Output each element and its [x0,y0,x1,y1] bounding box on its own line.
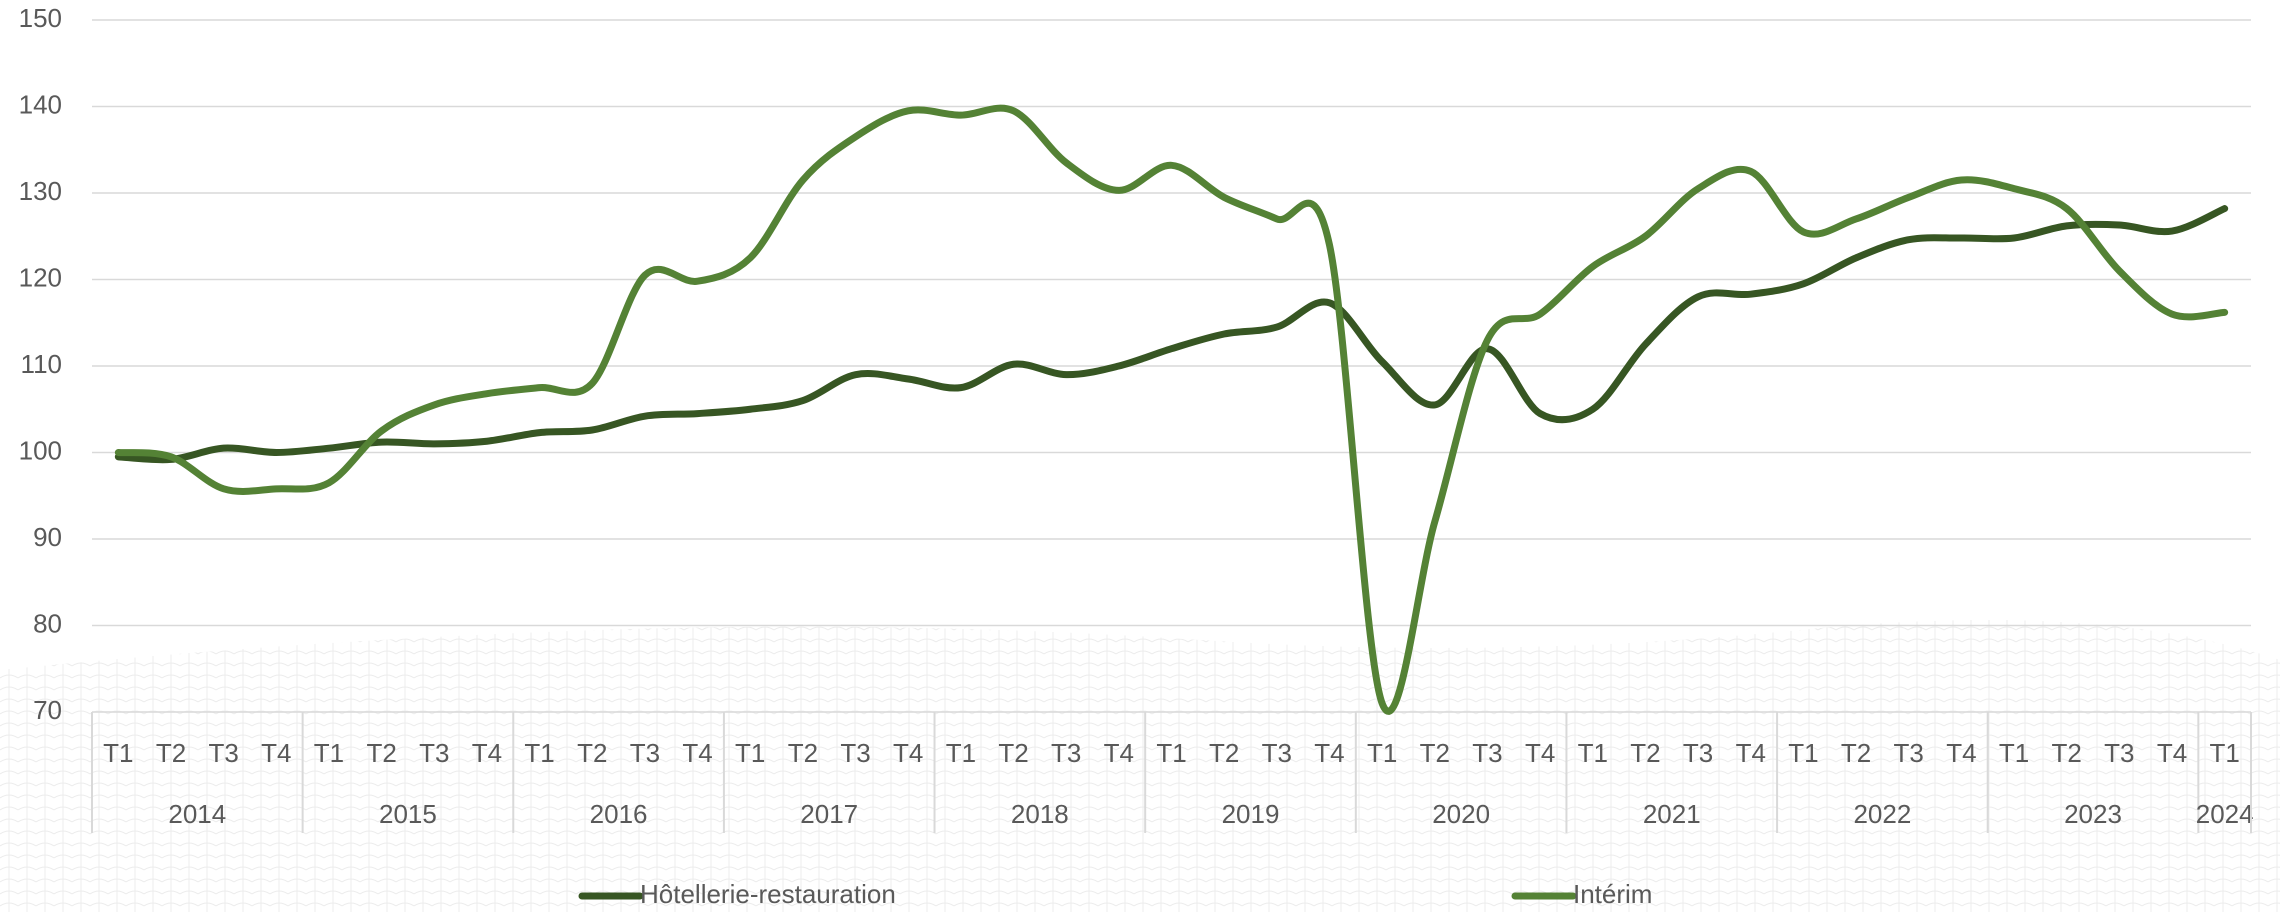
y-tick-label: 140 [19,89,62,119]
x-tick-label: T4 [472,738,502,768]
x-tick-label: T3 [208,738,238,768]
x-tick-label: T4 [261,738,291,768]
x-tick-label: T3 [1683,738,1713,768]
y-tick-label: 130 [19,176,62,206]
x-tick-label: T1 [524,738,554,768]
x-tick-label: T3 [1894,738,1924,768]
series-line [114,205,2229,464]
x-group-label: 2017 [800,799,858,829]
x-tick-label: T2 [1420,738,1450,768]
x-tick-label: T4 [1314,738,1344,768]
x-tick-label: T4 [682,738,712,768]
x-tick-label: T1 [1999,738,2029,768]
y-tick-label: 90 [33,522,62,552]
x-tick-label: T3 [1472,738,1502,768]
x-tick-label: T2 [1209,738,1239,768]
x-tick-label: T3 [1051,738,1081,768]
x-group-label: 2024 [2196,799,2254,829]
x-tick-label: T3 [1262,738,1292,768]
x-group-label: 2014 [168,799,226,829]
x-group-label: 2021 [1643,799,1701,829]
x-group-label: 2019 [1222,799,1280,829]
series-line [114,104,2229,715]
x-tick-label: T3 [419,738,449,768]
y-tick-label: 150 [19,3,62,33]
x-tick-label: T2 [577,738,607,768]
legend-label: Intérim [1573,879,1652,909]
x-tick-label: T2 [156,738,186,768]
x-tick-label: T4 [1525,738,1555,768]
x-tick-label: T1 [946,738,976,768]
x-tick-label: T1 [1578,738,1608,768]
x-tick-label: T4 [893,738,923,768]
x-group-label: 2018 [1011,799,1069,829]
x-group-label: 2016 [590,799,648,829]
x-tick-label: T1 [1156,738,1186,768]
x-tick-label: T4 [2157,738,2187,768]
x-group-label: 2023 [2064,799,2122,829]
x-tick-label: T3 [2104,738,2134,768]
x-group-label: 2015 [379,799,437,829]
x-tick-label: T4 [1104,738,1134,768]
x-tick-label: T2 [2052,738,2082,768]
x-tick-label: T2 [1630,738,1660,768]
x-tick-label: T2 [788,738,818,768]
x-tick-label: T2 [998,738,1028,768]
x-group-label: 2020 [1432,799,1490,829]
y-tick-label: 80 [33,608,62,638]
y-tick-label: 110 [21,349,62,379]
y-tick-label: 70 [33,695,62,725]
background-mesh [0,620,2280,912]
x-tick-label: T3 [630,738,660,768]
x-tick-label: T4 [1946,738,1976,768]
x-tick-label: T1 [1367,738,1397,768]
x-tick-label: T4 [1736,738,1766,768]
x-tick-label: T2 [1841,738,1871,768]
y-tick-label: 120 [19,262,62,292]
x-tick-label: T1 [1788,738,1818,768]
x-tick-label: T3 [840,738,870,768]
x-tick-label: T2 [366,738,396,768]
x-tick-label: T1 [314,738,344,768]
legend-label: Hôtellerie-restauration [640,879,896,909]
y-tick-label: 100 [19,435,62,465]
x-tick-label: T1 [2209,738,2239,768]
x-tick-label: T1 [103,738,133,768]
x-tick-label: T1 [735,738,765,768]
x-group-label: 2022 [1853,799,1911,829]
